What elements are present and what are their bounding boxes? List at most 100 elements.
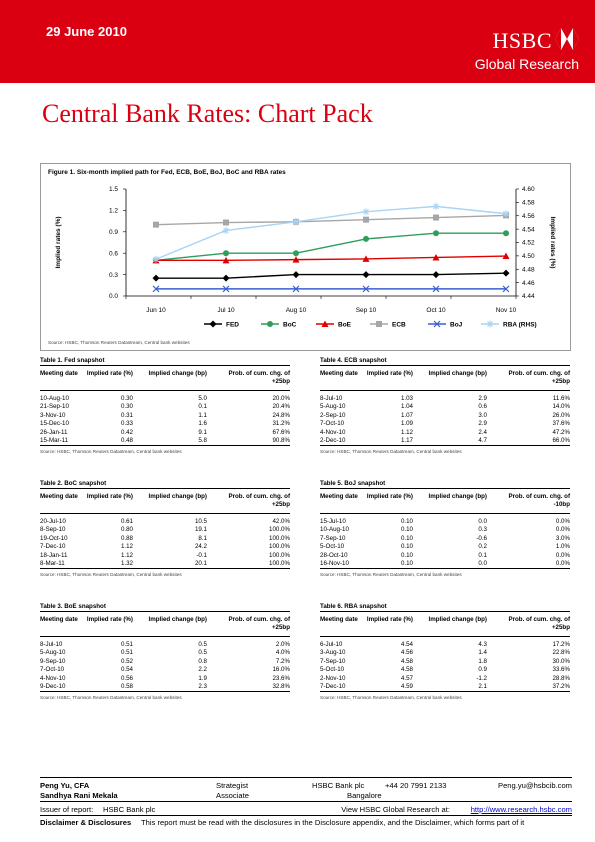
table-row: 7-Sep-10 0.10 -0.6 3.0% [320,535,570,543]
legend-swatch-marker [486,320,494,328]
figure-1: Figure 1. Six-month implied path for Fed… [40,163,571,351]
data-point [293,250,299,257]
table-cell: 100.0% [269,543,290,551]
table-row: 5-Aug-10 1.04 0.6 14.0% [320,403,570,411]
table-cell: 8-Jul-10 [320,395,343,402]
table-cell: 4-Nov-10 [320,428,346,436]
y-tick-label-right: 4.52 [522,240,535,247]
table-cell: 5-Aug-10 [320,403,346,411]
snapshot-table: Table 1. Fed snapshot Meeting date Implied… [40,355,290,454]
data-point [292,285,300,293]
table-row: 8-Jul-10 1.03 2.9 11.6% [320,395,570,403]
table-cell: 0.10 [400,551,413,559]
analyst-email[interactable]: Peng.yu@hsbcib.com [498,781,572,790]
table-cell: 0.8 [198,657,207,665]
data-point [363,235,369,242]
table-header: Meeting date Implied rate (%) Implied chan… [320,612,570,637]
table-row: 4-Nov-10 0.56 1.9 23.6% [40,675,290,683]
table-row: 2-Sep-10 1.07 3.0 26.0% [320,412,570,420]
table-cell: 9-Dec-10 [40,682,66,690]
table-cell: 0.10 [400,518,413,525]
analyst-role: Associate [216,791,249,800]
table-cell: 4-Nov-10 [40,674,66,682]
footer-rule [40,815,572,816]
research-link[interactable]: http://www.research.hsbc.com [470,805,572,814]
analyst-company: HSBC Bank plc [312,781,365,790]
table-cell: 1.04 [400,403,413,411]
x-tick-label: Aug 10 [286,307,307,314]
column-header: Prob. of cum. chg. of -10bp [508,493,570,508]
header-banner: 29 June 2010 HSBC Global Research [0,0,595,83]
table-cell: 28.8% [552,674,570,682]
data-point [152,285,160,293]
snapshot-table: Table 6. RBA snapshot Meeting date Implied… [320,601,570,700]
table-cell: 0.10 [400,543,413,551]
table-cell: 3-Aug-10 [320,649,346,657]
table-cell: 7-Sep-10 [320,657,346,665]
table-cell: 23.6% [272,674,290,682]
table-cell: 2.1 [478,682,487,690]
table-row: 18-Jan-11 1.12 -0.1 100.0% [40,552,290,560]
legend-swatch-marker [433,320,441,328]
table-cell: 0.1 [478,551,487,559]
table-row: 7-Dec-10 1.12 24.2 100.0% [40,543,290,551]
table-body: 10-Aug-10 0.30 5.0 20.0% 21-Sep-10 0.30 0.1 20.… [40,391,290,446]
table-cell: 1.17 [400,436,413,444]
table-cell: 21-Sep-10 [40,403,69,411]
y-axis-label-right: Implied rates (%) [549,216,556,268]
footer-rule [40,801,572,802]
y-tick-label-right: 4.50 [522,253,535,260]
series-line-ecb [155,214,507,226]
report-date: 29 June 2010 [46,24,127,39]
x-tick-label: Nov 10 [496,307,517,314]
legend-label: ECB [392,321,406,328]
table-row: 19-Oct-10 0.88 8.1 100.0% [40,535,290,543]
column-header: Prob. of cum. chg. of +25bp [508,370,570,385]
data-point [502,269,510,277]
data-point [502,210,510,218]
column-header: Implied change (bp) [428,370,487,377]
data-point [152,255,160,263]
table-cell: 42.0% [272,518,290,525]
table-cell: 0.6 [478,403,487,411]
table-cell: 19.1 [194,526,207,534]
table-cell: 14.0% [552,403,570,411]
column-header: Implied rate (%) [366,616,413,623]
table-cell: 4.3 [478,641,487,648]
table-cell: 0.10 [400,534,413,542]
disclaimer-label: Disclaimer & Disclosures [40,818,132,827]
table-cell: 100.0% [269,551,290,559]
table-cell: 17.2% [552,641,570,648]
table-cell: 3.0% [555,534,570,542]
data-point [152,274,160,282]
table-cell: 1.07 [400,411,413,419]
table-cell: 8-Sep-10 [40,526,66,534]
table-cell: 37.6% [552,420,570,428]
analyst-location: Bangalore [347,791,382,800]
table-cell: 0.0 [478,518,487,525]
snapshot-table: Table 2. BoC snapshot Meeting date Implied… [40,478,290,577]
table-cell: -1.2 [476,674,487,682]
data-point [223,219,229,226]
table-cell: 0.10 [400,526,413,534]
data-point [292,218,300,226]
table-cell: 5-Oct-10 [320,666,345,674]
data-point [153,221,159,228]
column-header: Meeting date [40,493,78,500]
series-line-rba-rhs [155,205,507,260]
table-row: 16-Nov-10 0.10 0.0 0.0% [320,560,570,568]
column-header: Meeting date [320,493,358,500]
table-header: Meeting date Implied rate (%) Implied chan… [320,489,570,514]
table-cell: 67.6% [272,428,290,436]
table-cell: 1.03 [400,395,413,402]
table-cell: 0.9 [478,666,487,674]
implied-path-chart: 0.0 0.3 0.6 0.9 1.2 1.5 4.44 4.46 4.48 4.50 4.52 4.… [55,186,556,328]
page-title: Central Bank Rates: Chart Pack [42,99,373,128]
legend-label: BoE [338,321,352,328]
table-cell: 1.9 [198,674,207,682]
table-cell: 0.10 [400,559,413,567]
table-cell: -0.1 [196,551,207,559]
y-tick-label: 0.6 [109,250,118,257]
table-cell: 37.2% [552,682,570,690]
table-row: 7-Sep-10 4.58 1.8 30.0% [320,658,570,666]
